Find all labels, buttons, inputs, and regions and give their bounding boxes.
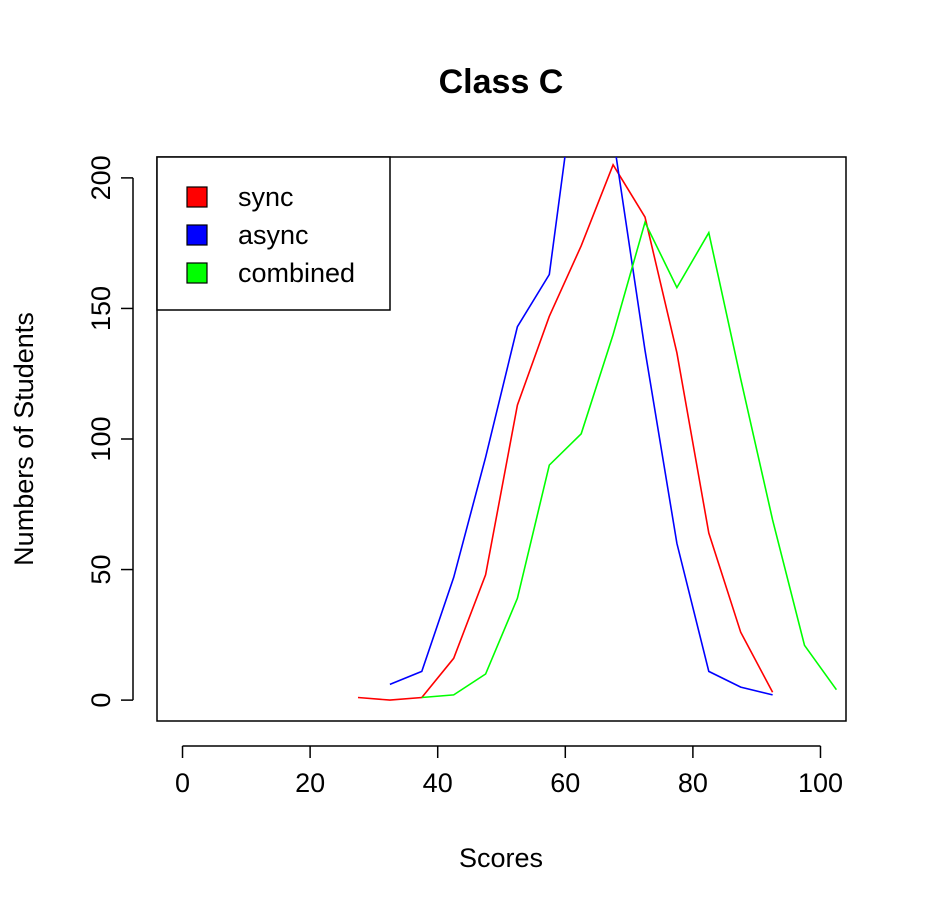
x-axis-label: Scores xyxy=(459,843,543,873)
x-axis: 0 20 40 60 80 100 xyxy=(175,745,843,798)
legend-swatch-async xyxy=(186,224,208,246)
x-tick-label: 60 xyxy=(550,768,580,798)
plot-frame xyxy=(156,156,847,722)
x-tick-label: 20 xyxy=(295,768,325,798)
legend-label-sync: sync xyxy=(238,182,294,212)
y-tick-label: 200 xyxy=(86,155,116,200)
series-line-async xyxy=(389,157,773,696)
y-tick-label: 100 xyxy=(86,416,116,461)
legend-swatch-combined xyxy=(186,262,208,284)
series-line-sync xyxy=(357,163,774,701)
legend-swatch-sync xyxy=(186,186,208,208)
x-tick-label: 40 xyxy=(423,768,453,798)
legend-label-async: async xyxy=(238,220,309,250)
series-line-combined xyxy=(421,220,838,699)
legend: sync async combined xyxy=(156,156,391,311)
chart-title: Class C xyxy=(439,63,564,101)
y-tick-label: 0 xyxy=(86,693,116,708)
x-tick-label: 80 xyxy=(678,768,708,798)
legend-label-combined: combined xyxy=(238,258,355,288)
y-axis-label: Numbers of Students xyxy=(9,312,39,566)
x-tick-label: 0 xyxy=(175,768,190,798)
x-tick-label: 100 xyxy=(798,768,843,798)
series-layer xyxy=(357,157,838,701)
y-tick-label: 150 xyxy=(86,286,116,331)
y-tick-label: 50 xyxy=(86,555,116,585)
y-axis: 0 50 100 150 200 xyxy=(86,155,134,708)
